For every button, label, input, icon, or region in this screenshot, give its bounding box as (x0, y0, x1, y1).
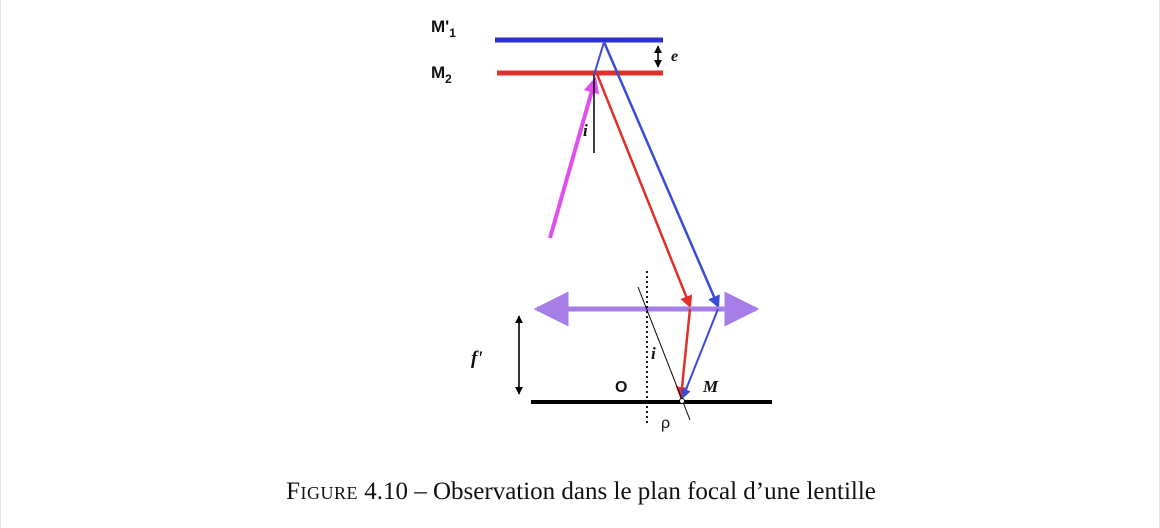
label-m1-prime: M'1 (431, 17, 456, 40)
label-m2: M2 (431, 63, 452, 86)
incident-ray (548, 76, 600, 239)
reflected-ray-blue (602, 41, 720, 309)
caption-number: 4.10 (364, 478, 408, 505)
reflected-ray-red (595, 73, 693, 309)
central-ray-line (637, 286, 691, 421)
caption-prefix: Figure (286, 478, 358, 505)
label-focal-length: f' (471, 348, 483, 369)
label-angle-i-bottom: i (651, 344, 656, 363)
refracted-ray-blue (681, 308, 719, 399)
label-point-m: M (702, 377, 719, 396)
michelson-diagram: M'1 M2 e i i M O ρ (431, 17, 772, 432)
label-angle-i-top: i (583, 121, 588, 140)
ray-between-mirrors (593, 41, 605, 76)
refracted-ray-red (675, 308, 692, 400)
label-thickness-e: e (671, 48, 678, 65)
label-center-o: O (615, 379, 627, 396)
point-m-marker (679, 398, 685, 404)
caption-text: Observation dans le plan focal d’une len… (432, 478, 876, 505)
label-rho: ρ (661, 415, 670, 432)
caption-separator: – (414, 478, 427, 505)
figure-caption: Figure 4.10 – Observation dans le plan f… (1, 478, 1160, 506)
